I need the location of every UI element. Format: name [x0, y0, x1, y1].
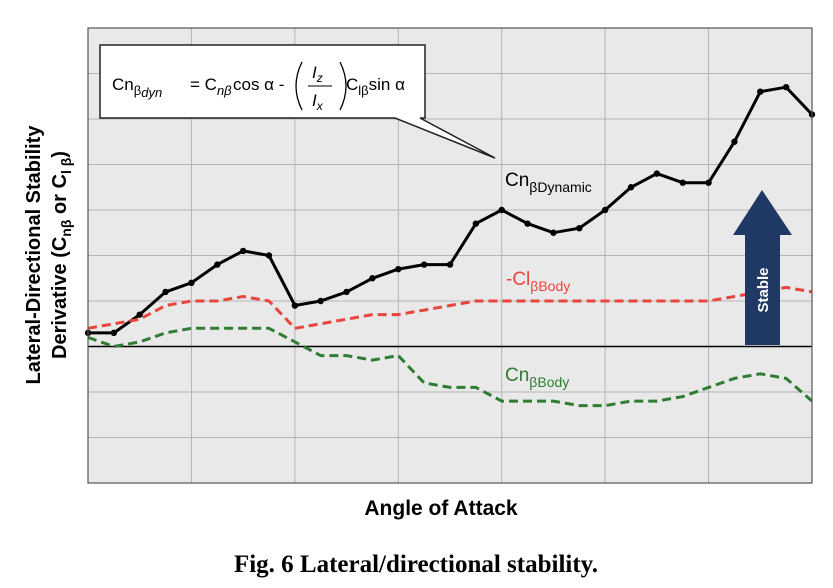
formula-part: dyn: [141, 85, 162, 100]
marker: [731, 138, 738, 145]
formula-part: nβ: [217, 83, 232, 98]
y-axis-label: Derivative (Cnβ or Cl β): [49, 151, 74, 359]
marker: [782, 83, 790, 91]
marker: [395, 265, 402, 273]
lines: [84, 83, 816, 408]
y-label-part: ): [49, 151, 71, 158]
marker: [162, 288, 169, 296]
formula-part: sin α: [369, 75, 405, 94]
series-label: CnβBody: [505, 365, 569, 390]
marker: [291, 302, 299, 309]
marker: [265, 252, 273, 259]
formula-part: cos α -: [233, 75, 284, 94]
marker: [601, 206, 609, 214]
marker: [679, 179, 686, 186]
marker: [420, 261, 428, 268]
formula-part: C: [346, 75, 358, 94]
series-name: -Cl: [506, 269, 530, 290]
marker: [343, 288, 350, 296]
stable-arrow: [733, 190, 792, 345]
formula-part: Cn: [112, 75, 134, 94]
parentheses: [295, 61, 347, 111]
x-axis-label: Angle of Attack: [364, 497, 518, 520]
marker: [214, 261, 221, 268]
stable-label: Stable: [755, 267, 772, 312]
formula: Cnβdyn = Cnβ cos α - Iz Ix Clβsin α: [112, 63, 405, 114]
formula-part: x: [316, 99, 324, 113]
marker: [627, 184, 635, 191]
marker: [369, 275, 376, 282]
marker: [110, 329, 118, 337]
marker: [576, 225, 583, 232]
series-name: Cn: [505, 170, 529, 191]
y-label-part: l β: [58, 157, 74, 174]
series-line: [87, 285, 813, 330]
y-axis-label: Lateral-Directional Stability: [23, 125, 45, 385]
series-subscript: βBody: [530, 278, 570, 294]
marker: [653, 170, 661, 177]
series-label: -ClβBody: [506, 269, 570, 294]
marker: [498, 206, 505, 214]
marker: [239, 247, 247, 255]
series-subscript: βDynamic: [529, 179, 592, 195]
y-label-part: Derivative (C: [49, 237, 71, 359]
series-subscript: βBody: [529, 374, 569, 390]
marker: [757, 88, 764, 95]
formula-part: = C: [190, 75, 217, 94]
y-label-part: nβ: [58, 219, 74, 237]
marker: [524, 220, 531, 227]
marker: [446, 261, 454, 268]
plot-frame: [87, 27, 813, 484]
marker: [188, 279, 195, 286]
formula-part: I: [312, 63, 317, 82]
formula-part: z: [316, 71, 323, 85]
marker: [472, 220, 480, 227]
formula-part: I: [312, 91, 317, 110]
series-label: CnβDynamic: [505, 170, 592, 195]
formula-part: lβ: [358, 83, 368, 98]
caption: Fig. 6 Lateral/directional stability.: [234, 551, 598, 578]
marker: [705, 179, 712, 186]
y-label-part: or C: [49, 174, 71, 220]
series-line: [87, 326, 813, 408]
marker: [317, 297, 324, 305]
marker: [550, 229, 557, 236]
formula-part: β: [134, 83, 141, 98]
marker: [136, 311, 143, 318]
series-name: Cn: [505, 365, 529, 386]
callout: [99, 44, 496, 159]
